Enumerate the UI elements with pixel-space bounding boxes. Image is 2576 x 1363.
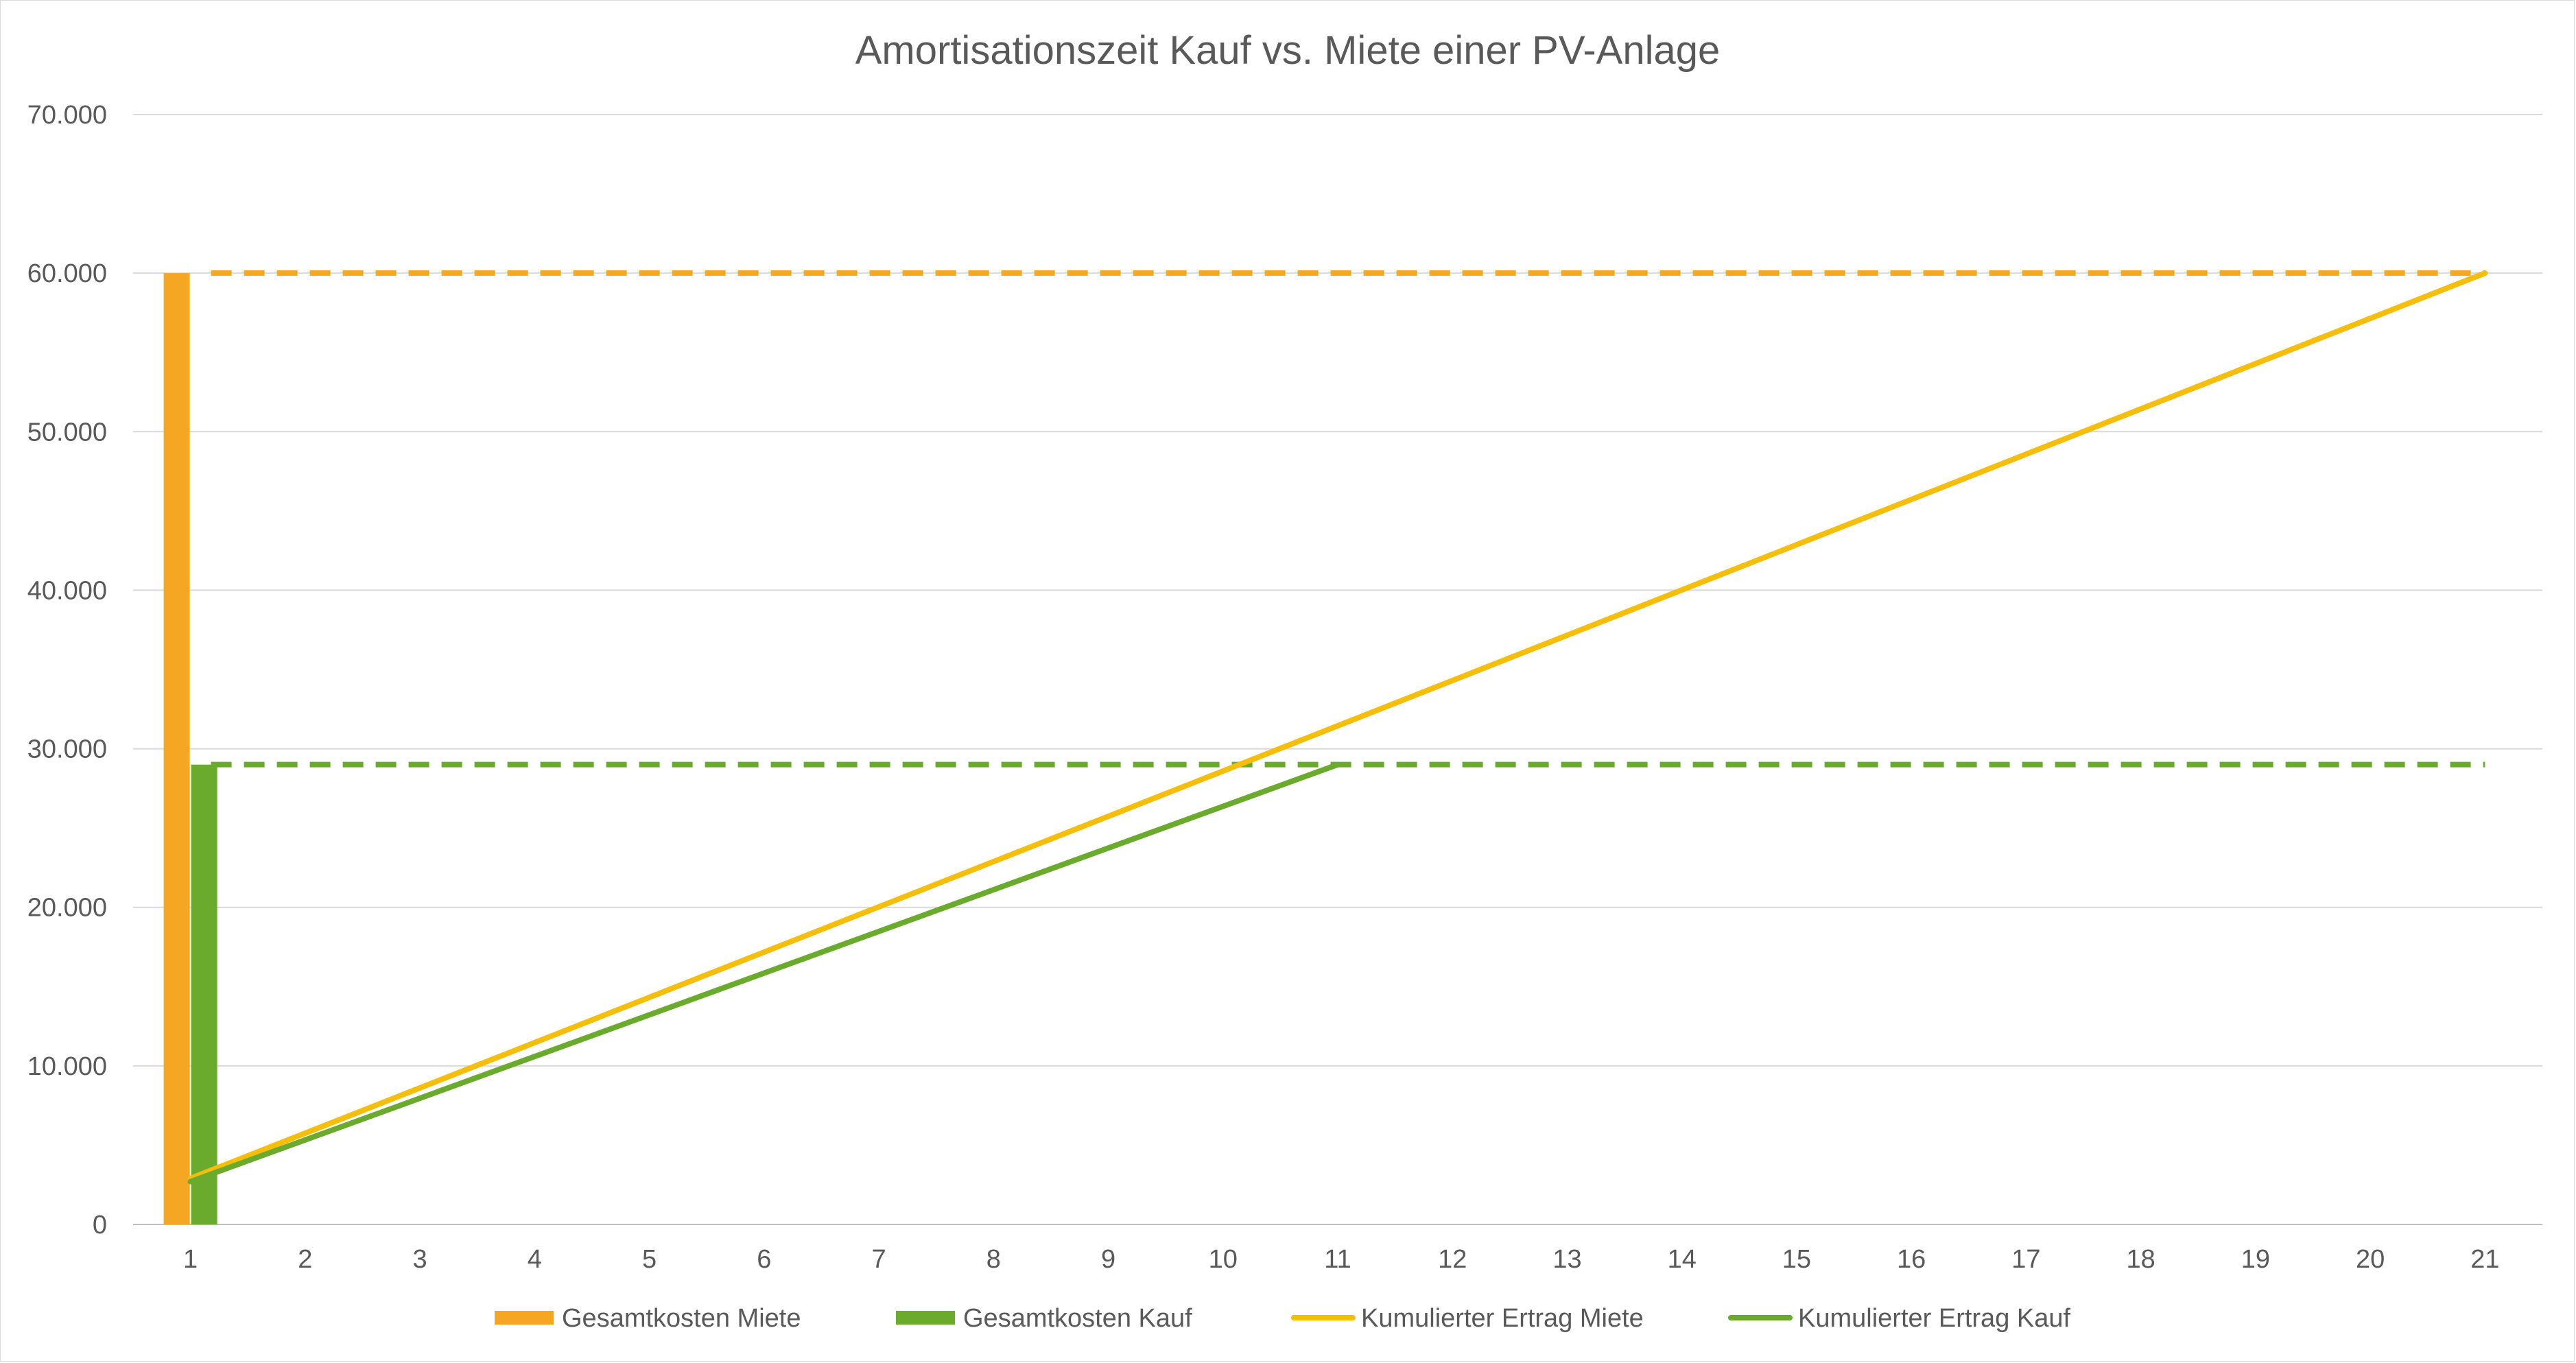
legend-label: Kumulierter Ertrag Miete bbox=[1361, 1304, 1644, 1333]
x-tick-label: 16 bbox=[1897, 1245, 1926, 1274]
x-tick-label: 10 bbox=[1209, 1245, 1238, 1274]
legend-label: Gesamtkosten Miete bbox=[562, 1304, 801, 1333]
x-tick-label: 3 bbox=[413, 1245, 427, 1274]
legend-item: Gesamtkosten Miete bbox=[495, 1304, 801, 1333]
y-tick-label: 70.000 bbox=[27, 101, 107, 130]
x-tick-label: 20 bbox=[2356, 1245, 2385, 1274]
x-tick-label: 4 bbox=[528, 1245, 542, 1274]
y-axis-ticks: 0 10.000 20.000 30.000 40.000 50.000 60.000 70.… bbox=[27, 101, 107, 1240]
line-kumulierter-ertrag-miete bbox=[187, 270, 2488, 1181]
x-tick-label: 2 bbox=[298, 1245, 312, 1274]
x-axis-ticks: 1 2 3 4 5 6 7 8 9 10 11 12 13 14 15 16 17 18 19 20 21 bbox=[183, 1245, 2499, 1274]
x-tick-label: 7 bbox=[871, 1245, 886, 1274]
legend-swatch bbox=[896, 1311, 955, 1325]
x-tick-label: 14 bbox=[1668, 1245, 1697, 1274]
reference-lines bbox=[211, 270, 2485, 768]
y-tick-label: 20.000 bbox=[27, 894, 107, 923]
gridlines bbox=[133, 114, 2542, 1225]
x-tick-label: 21 bbox=[2470, 1245, 2499, 1274]
x-tick-label: 1 bbox=[183, 1245, 198, 1274]
y-tick-label: 30.000 bbox=[27, 735, 107, 764]
x-tick-label: 19 bbox=[2241, 1245, 2270, 1274]
y-tick-label: 60.000 bbox=[27, 259, 107, 288]
x-tick-label: 12 bbox=[1438, 1245, 1467, 1274]
legend-item: Kumulierter Ertrag Miete bbox=[1291, 1304, 1644, 1333]
series-lines bbox=[187, 270, 2488, 1185]
legend-item: Kumulierter Ertrag Kauf bbox=[1728, 1304, 2070, 1333]
y-tick-label: 0 bbox=[93, 1211, 107, 1240]
chart-title: Amortisationszeit Kauf vs. Miete einer P… bbox=[855, 28, 1720, 73]
y-tick-label: 40.000 bbox=[27, 576, 107, 605]
x-tick-label: 6 bbox=[757, 1245, 771, 1274]
line-kumulierter-ertrag-kauf bbox=[187, 761, 1340, 1185]
x-tick-label: 5 bbox=[642, 1245, 657, 1274]
x-tick-label: 18 bbox=[2127, 1245, 2155, 1274]
x-tick-label: 8 bbox=[986, 1245, 1001, 1274]
legend-swatch bbox=[495, 1311, 554, 1325]
legend-item: Gesamtkosten Kauf bbox=[896, 1304, 1192, 1333]
x-tick-label: 9 bbox=[1101, 1245, 1115, 1274]
x-tick-label: 17 bbox=[2011, 1245, 2040, 1274]
legend-label: Gesamtkosten Kauf bbox=[963, 1304, 1192, 1333]
x-tick-label: 11 bbox=[1324, 1245, 1351, 1274]
x-tick-label: 13 bbox=[1552, 1245, 1581, 1274]
bar-gesamtkosten-miete bbox=[163, 273, 190, 1225]
legend: Gesamtkosten Miete Gesamtkosten Kauf Kumul… bbox=[495, 1304, 2070, 1333]
bar-gesamtkosten-kauf bbox=[191, 764, 217, 1224]
x-tick-label: 15 bbox=[1782, 1245, 1811, 1274]
y-tick-label: 10.000 bbox=[27, 1052, 107, 1081]
legend-label: Kumulierter Ertrag Kauf bbox=[1798, 1304, 2070, 1333]
bars bbox=[163, 273, 217, 1225]
y-tick-label: 50.000 bbox=[27, 418, 107, 447]
